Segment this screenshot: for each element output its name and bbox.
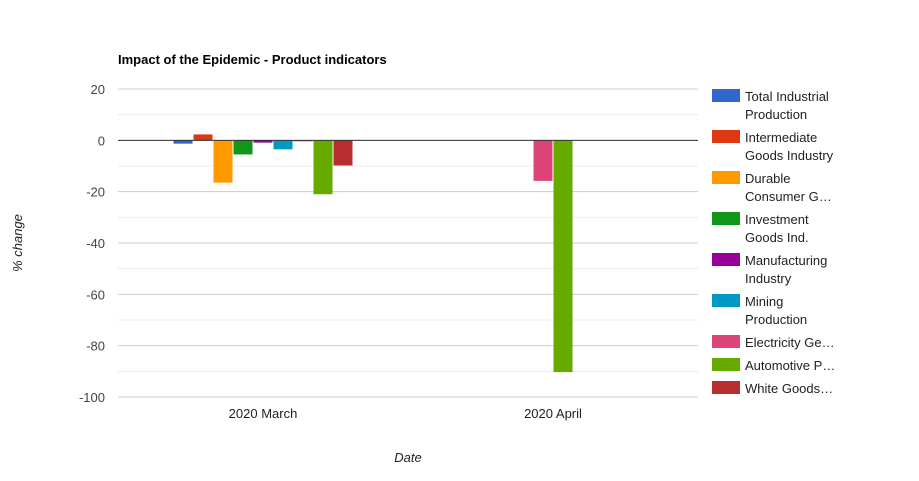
bar-0-1[interactable] [193, 134, 213, 141]
legend-label[interactable]: Intermediate [745, 130, 817, 145]
legend-label[interactable]: Mining [745, 294, 783, 309]
legend-label[interactable]: Goods Industry [745, 148, 834, 163]
legend: Total Industrial Production Intermediate Go… [712, 89, 835, 396]
legend-swatch [712, 89, 740, 102]
x-tick-label: 2020 March [229, 406, 298, 421]
chart-title: Impact of the Epidemic - Product indicat… [118, 52, 387, 67]
y-tick-label: -80 [86, 339, 105, 354]
y-tick-label: -40 [86, 236, 105, 251]
legend-swatch [712, 212, 740, 225]
legend-label[interactable]: Total Industrial [745, 89, 829, 104]
bar-0-6[interactable] [293, 140, 313, 142]
legend-label[interactable]: Automotive P… [745, 358, 835, 373]
bar-0-7[interactable] [313, 140, 333, 195]
y-tick-label: 0 [98, 133, 105, 148]
y-tick-label: -60 [86, 287, 105, 302]
legend-swatch [712, 253, 740, 266]
bar-0-0[interactable] [173, 140, 193, 144]
bar-0-4[interactable] [253, 140, 273, 143]
legend-label[interactable]: White Goods… [745, 381, 833, 396]
legend-label[interactable]: Investment [745, 212, 809, 227]
legend-swatch [712, 381, 740, 394]
bar-0-2[interactable] [213, 140, 233, 183]
bar-1-6[interactable] [533, 140, 553, 181]
legend-label[interactable]: Production [745, 312, 807, 327]
bar-0-8[interactable] [333, 140, 353, 166]
bars [173, 134, 573, 373]
legend-label[interactable]: Durable [745, 171, 791, 186]
legend-swatch [712, 358, 740, 371]
x-axis-ticks: 2020 March 2020 April [229, 406, 582, 421]
bar-0-5[interactable] [273, 140, 293, 150]
legend-swatch [712, 294, 740, 307]
y-tick-label: 20 [91, 82, 105, 97]
y-tick-label: -20 [86, 185, 105, 200]
legend-swatch [712, 171, 740, 184]
x-tick-label: 2020 April [524, 406, 582, 421]
legend-swatch [712, 130, 740, 143]
legend-label[interactable]: Production [745, 107, 807, 122]
legend-label[interactable]: Goods Ind. [745, 230, 809, 245]
y-axis-ticks: 20 0 -20 -40 -60 -80 -100 [79, 82, 105, 405]
legend-label[interactable]: Consumer G… [745, 189, 832, 204]
y-tick-label: -100 [79, 390, 105, 405]
legend-label[interactable]: Manufacturing [745, 253, 827, 268]
legend-label[interactable]: Electricity Ge… [745, 335, 835, 350]
legend-swatch [712, 335, 740, 348]
bar-0-3[interactable] [233, 140, 253, 155]
legend-label[interactable]: Industry [745, 271, 792, 286]
x-axis-label: Date [394, 450, 421, 465]
bar-1-7[interactable] [553, 140, 573, 373]
y-axis-label: % change [10, 214, 25, 272]
